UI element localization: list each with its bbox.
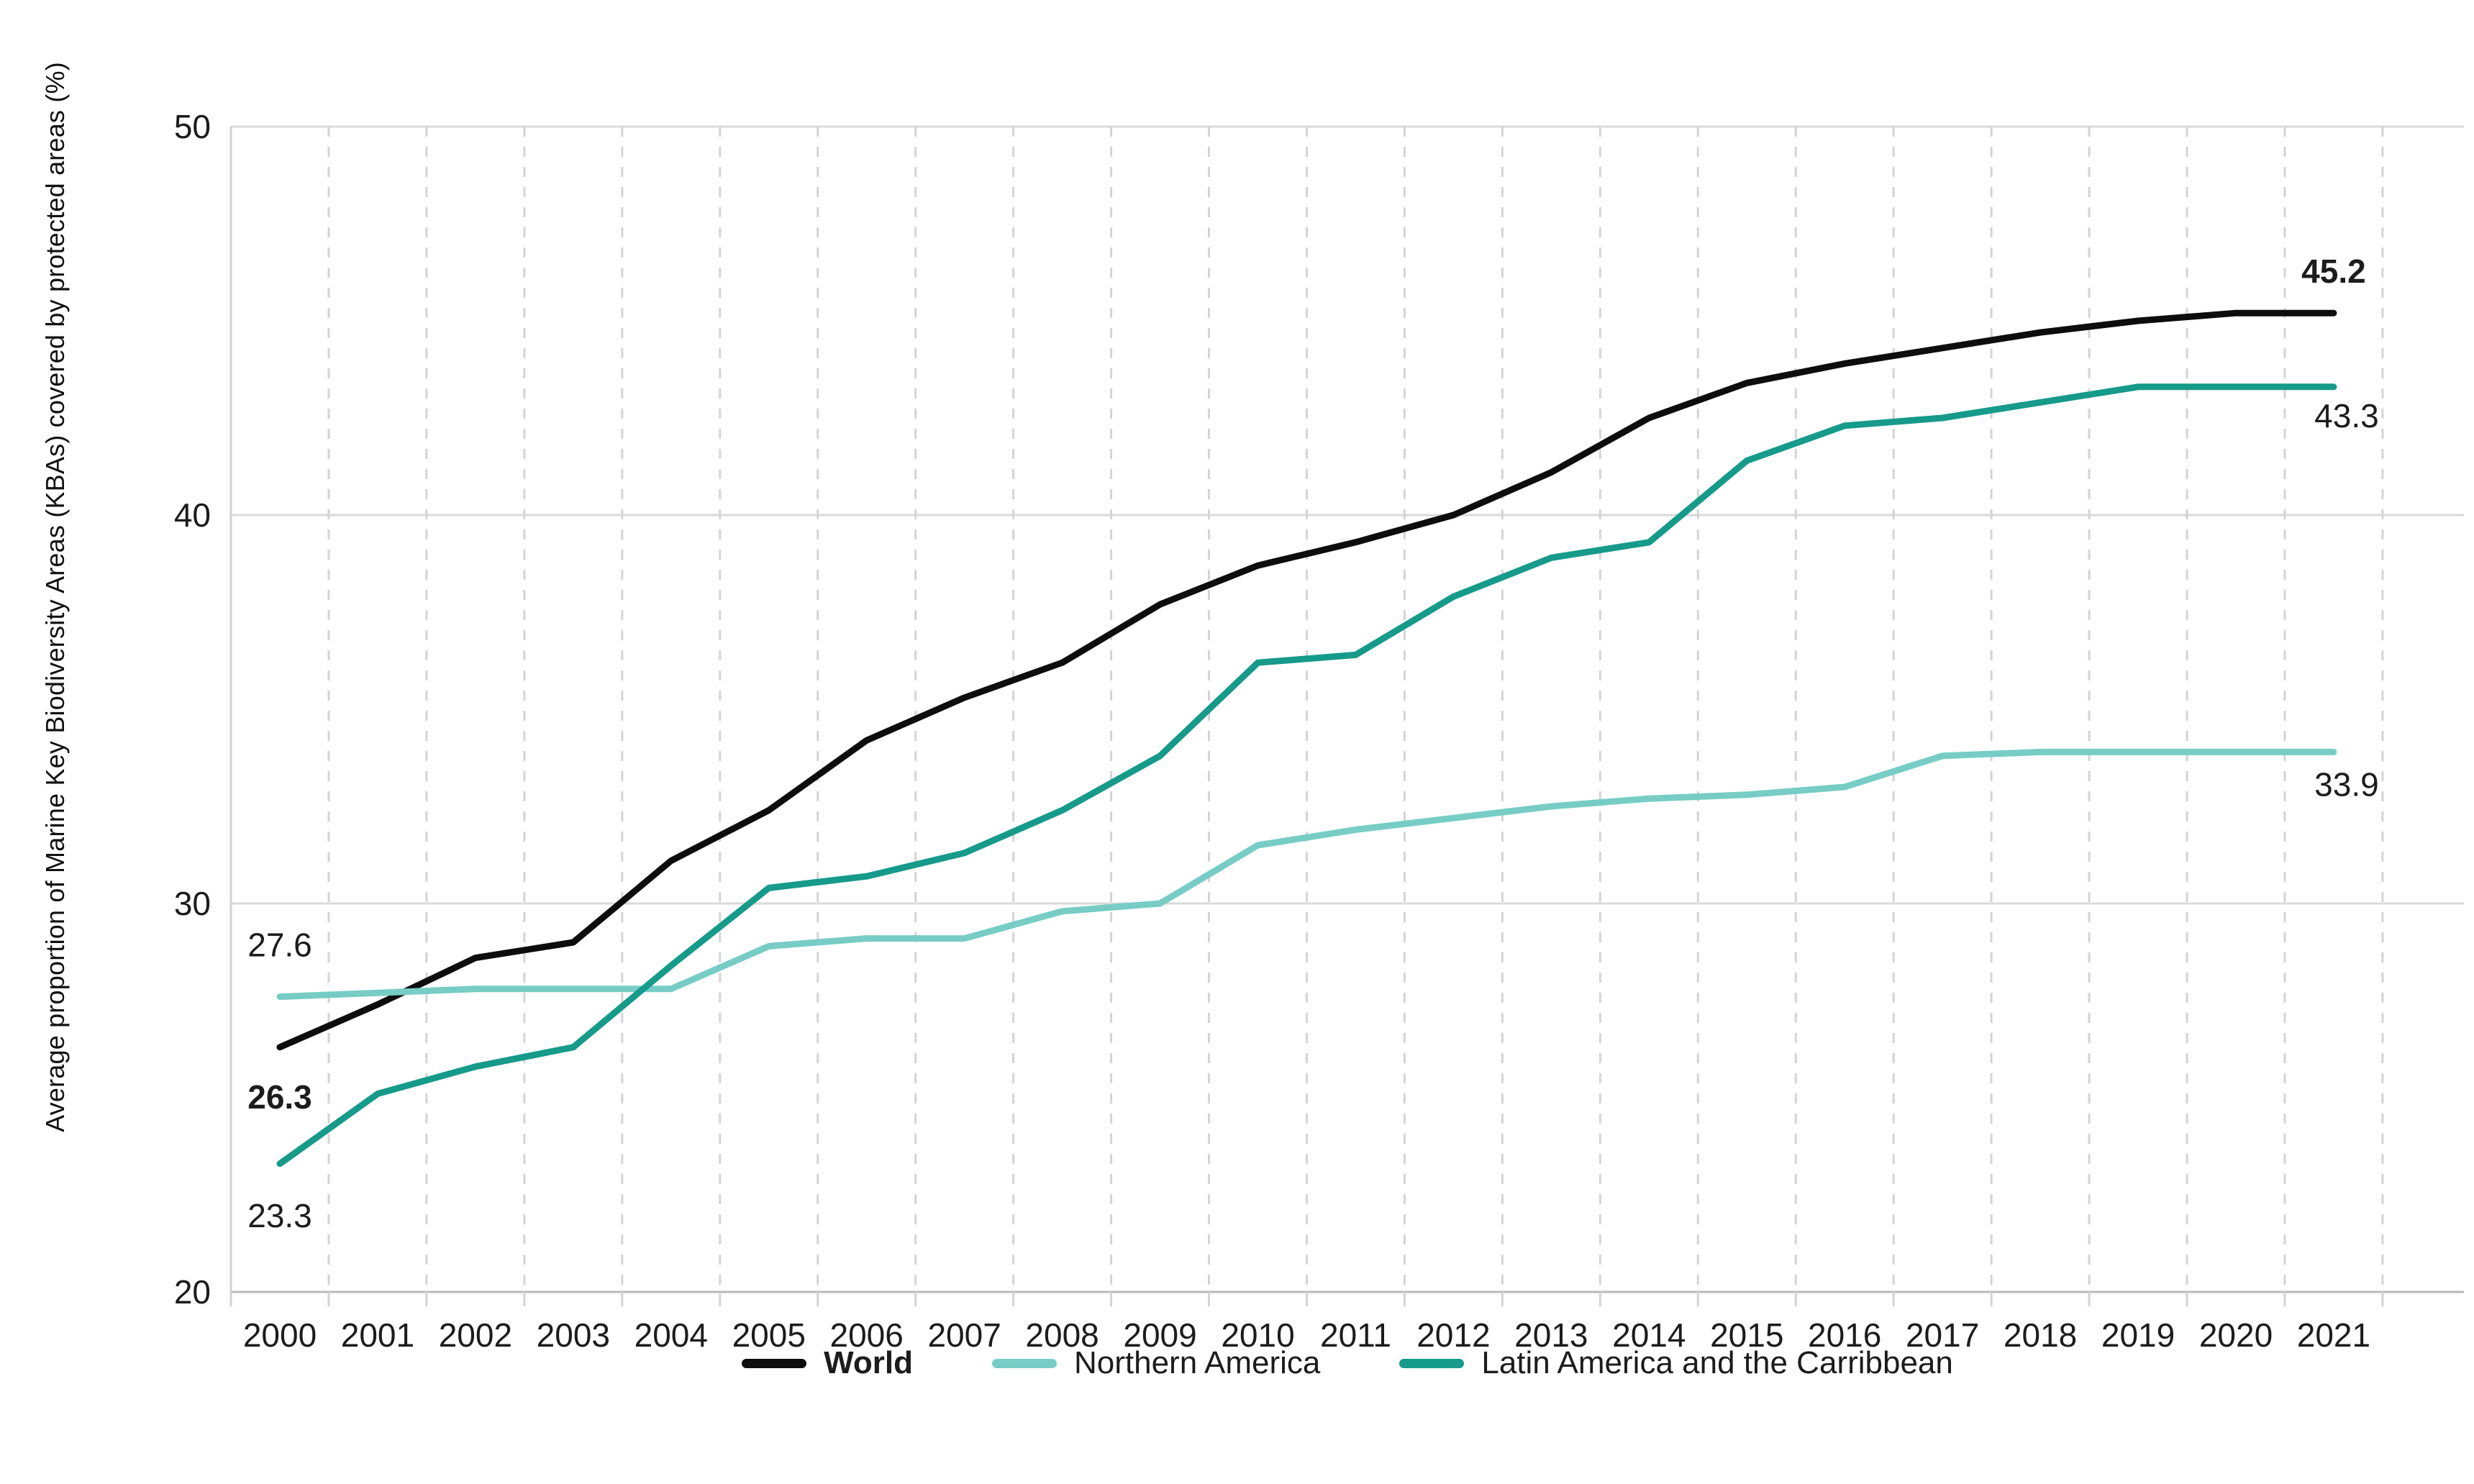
x-tick-label-2001: 2001 xyxy=(341,1316,414,1354)
x-tick-label-2000: 2000 xyxy=(243,1316,317,1354)
x-tick-label-2006: 2006 xyxy=(830,1316,904,1354)
legend-item-world: World xyxy=(742,1345,913,1381)
legend-item-northern-america: Northern America xyxy=(991,1345,1321,1381)
legend: World Northern America Latin America and… xyxy=(231,1345,2464,1381)
series-line-2 xyxy=(276,383,2337,1167)
legend-label-latin-america: Latin America and the Carribbean xyxy=(1481,1345,1953,1380)
x-tick-label-2012: 2012 xyxy=(1416,1316,1490,1354)
x-tick-label-2014: 2014 xyxy=(1612,1316,1686,1354)
x-tick-label-2013: 2013 xyxy=(1514,1316,1588,1354)
legend-item-latin-america: Latin America and the Carribbean xyxy=(1399,1345,1953,1381)
x-tick-label-2005: 2005 xyxy=(732,1316,806,1354)
start-value-label-1: 27.6 xyxy=(247,927,312,964)
northern-america-line-swatch-icon xyxy=(991,1358,1057,1368)
legend-label-world: World xyxy=(824,1345,913,1380)
y-tick-label-50: 50 xyxy=(174,108,211,145)
x-tick-label-2018: 2018 xyxy=(2004,1316,2077,1354)
legend-label-northern-america: Northern America xyxy=(1073,1345,1321,1380)
start-value-label-2: 23.3 xyxy=(247,1197,312,1234)
y-tick-label-40: 40 xyxy=(174,496,211,534)
x-tick-label-2008: 2008 xyxy=(1025,1316,1099,1354)
x-tick-label-2010: 2010 xyxy=(1221,1316,1294,1354)
latin-america-line-swatch-icon xyxy=(1399,1358,1465,1368)
world-line-swatch-icon xyxy=(742,1358,807,1368)
x-tick-label-2003: 2003 xyxy=(537,1316,610,1354)
series-line-1 xyxy=(276,748,2337,1001)
x-tick-label-2016: 2016 xyxy=(1808,1316,1881,1354)
y-tick-label-20: 20 xyxy=(174,1273,211,1311)
x-tick-label-2004: 2004 xyxy=(635,1316,708,1354)
end-value-label-2: 43.3 xyxy=(2314,397,2379,434)
end-value-label-1: 33.9 xyxy=(2314,765,2379,803)
start-value-label-0: 26.3 xyxy=(247,1078,312,1116)
x-tick-label-2019: 2019 xyxy=(2101,1316,2175,1354)
x-tick-label-2015: 2015 xyxy=(1710,1316,1783,1354)
x-tick-label-2017: 2017 xyxy=(1906,1316,1979,1354)
x-tick-label-2007: 2007 xyxy=(927,1316,1001,1354)
y-tick-label-30: 30 xyxy=(174,885,211,922)
x-tick-label-2021: 2021 xyxy=(2297,1316,2370,1354)
x-tick-label-2009: 2009 xyxy=(1123,1316,1196,1354)
x-tick-label-2002: 2002 xyxy=(439,1316,512,1354)
series-line-0 xyxy=(276,309,2337,1051)
x-tick-label-2020: 2020 xyxy=(2199,1316,2273,1354)
end-value-label-0: 45.2 xyxy=(2301,252,2366,290)
x-tick-label-2011: 2011 xyxy=(1320,1316,1391,1354)
